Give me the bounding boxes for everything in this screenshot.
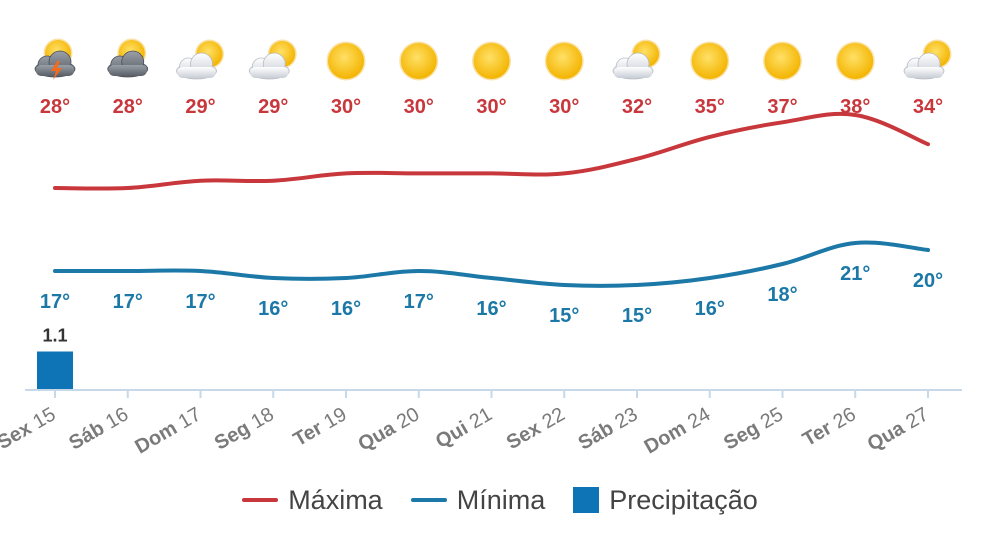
min-data-label: 17° <box>40 291 70 313</box>
max-data-label: 30° <box>331 96 361 118</box>
min-data-label: 16° <box>258 298 288 320</box>
partly-cloudy-icon <box>903 39 952 80</box>
max-series-line <box>53 111 930 191</box>
x-tick-label: Ter 19 <box>290 403 351 451</box>
min-data-label: 21° <box>840 263 870 285</box>
legend-label-min: Mínima <box>456 484 546 515</box>
max-data-label: 37° <box>767 96 797 118</box>
min-series-line <box>53 240 930 288</box>
x-tick-label: Ter 26 <box>799 403 860 451</box>
max-data-label: 34° <box>913 96 943 118</box>
legend-swatch-precip <box>573 487 600 513</box>
legend-item-min: Mínima <box>410 484 546 516</box>
min-data-label: 17° <box>185 291 215 313</box>
legend-item-precip: Precipitação <box>573 485 758 516</box>
min-data-label: 16° <box>331 298 361 320</box>
sun-icon <box>326 41 366 81</box>
sun-icon <box>472 41 511 81</box>
min-data-label: 16° <box>476 298 506 320</box>
min-series-layer: 17° 17° 17° 16° 16° 17° 16° 15° 15° 16° 18° 21° 20° <box>40 240 943 327</box>
max-series-layer: 28° 28° 29° 29° 30° 30° 30° 30° 32° 35° 37° 38° 34° <box>40 96 943 191</box>
max-data-label: 35° <box>695 96 725 118</box>
x-tick-label: Qua 27 <box>864 403 933 455</box>
legend-swatch-max <box>242 498 279 502</box>
partly-cloudy-icon <box>248 39 297 80</box>
legend-label-precip: Precipitação <box>609 484 758 515</box>
min-data-label: 16° <box>695 298 725 320</box>
max-data-label: 28° <box>113 96 143 118</box>
x-axis-ticks: Sex 15 Sáb 16 Dom 17 Seg 18 Ter 19 Qua 20 Qui … <box>0 390 933 458</box>
sun-icon <box>763 41 802 81</box>
min-data-label: 15° <box>549 305 579 327</box>
precip-data-label: 1.1 <box>42 326 67 346</box>
min-data-label: 15° <box>622 305 652 327</box>
x-tick-label: Qui 21 <box>432 403 496 453</box>
precip-bar <box>37 351 73 390</box>
icons-layer <box>34 38 952 81</box>
x-tick-label: Dom 24 <box>641 403 715 458</box>
min-data-label: 20° <box>913 270 943 292</box>
max-data-label: 30° <box>404 96 434 118</box>
precip-layer: 1.1 <box>37 326 73 390</box>
partly-cloudy-icon <box>176 39 224 80</box>
max-data-label: 28° <box>40 96 70 118</box>
sun-icon <box>544 41 584 81</box>
x-tick-label: Sex 15 <box>0 403 59 454</box>
legend-item-max: Máxima <box>242 485 383 516</box>
x-tick-label: Seg 18 <box>211 403 278 454</box>
chart-canvas: 28° 28° 29° 29° 30° 30° 30° 30° 32° 35° 37° 38° 34° … <box>0 38 962 458</box>
legend: Máxima Mínima Precipitação <box>0 478 1000 522</box>
legend-label-max: Máxima <box>288 484 383 515</box>
max-data-label: 29° <box>258 96 288 118</box>
max-data-label: 38° <box>840 96 870 118</box>
x-tick-label: Dom 17 <box>131 403 205 458</box>
min-data-label: 17° <box>404 291 434 313</box>
x-tick-label: Seg 25 <box>720 403 787 454</box>
partly-cloudy-icon <box>612 39 661 80</box>
legend-swatch-min <box>410 498 447 502</box>
min-data-label: 17° <box>113 291 143 313</box>
dark-cloud-sun-icon <box>107 38 149 78</box>
sun-icon <box>690 41 730 81</box>
x-tick-label: Sáb 23 <box>575 403 642 454</box>
thunderstorm-cloud-icon <box>34 38 76 80</box>
min-data-label: 18° <box>767 284 797 306</box>
x-tick-label: Qua 20 <box>354 403 423 455</box>
sun-icon <box>835 41 875 81</box>
max-data-label: 30° <box>476 96 506 118</box>
max-data-label: 32° <box>622 96 652 118</box>
sun-icon <box>399 41 439 81</box>
max-data-label: 30° <box>549 96 579 118</box>
max-data-label: 29° <box>185 96 215 118</box>
x-tick-label: Sex 22 <box>503 403 569 454</box>
x-tick-label: Sáb 16 <box>65 403 132 454</box>
